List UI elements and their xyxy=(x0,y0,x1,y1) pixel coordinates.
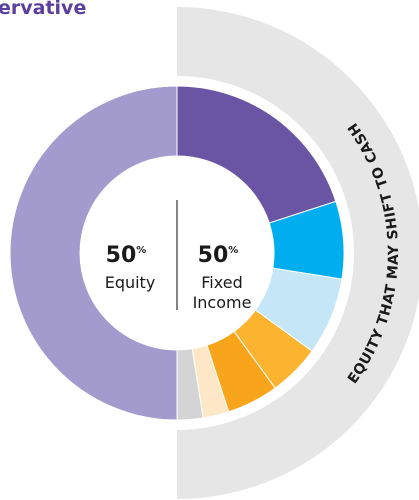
shift-band xyxy=(177,7,419,499)
chart-title: ervative xyxy=(0,0,86,19)
slice xyxy=(9,85,178,421)
summary-unit: % xyxy=(136,245,146,256)
summary-name: Equity xyxy=(105,273,156,292)
summary-unit: % xyxy=(228,245,238,256)
summary-value: 50% xyxy=(198,243,239,268)
summary-name: Income xyxy=(193,293,252,312)
summary-number: 50 xyxy=(106,243,137,268)
summary-name: Fixed xyxy=(201,273,242,292)
summary-number: 50 xyxy=(198,243,229,268)
slice xyxy=(176,85,337,224)
donut xyxy=(9,85,345,421)
summary-value: 50% xyxy=(106,243,147,268)
